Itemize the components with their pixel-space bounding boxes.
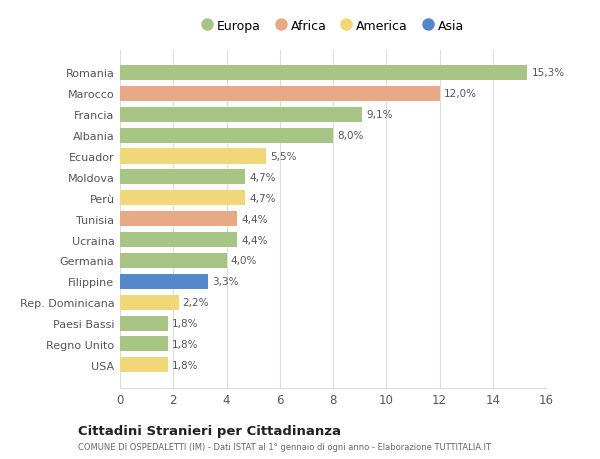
Text: 5,5%: 5,5%: [271, 151, 297, 162]
Text: 15,3%: 15,3%: [532, 68, 565, 78]
Text: 4,7%: 4,7%: [249, 173, 275, 183]
Bar: [120, 253, 227, 269]
Text: 2,2%: 2,2%: [182, 297, 209, 308]
Bar: [120, 274, 208, 289]
Bar: [120, 191, 245, 206]
Bar: [120, 129, 333, 143]
Text: 4,7%: 4,7%: [249, 193, 275, 203]
Bar: [120, 212, 237, 227]
Bar: [120, 66, 527, 81]
Text: 1,8%: 1,8%: [172, 339, 199, 349]
Bar: [120, 316, 168, 331]
Text: 12,0%: 12,0%: [443, 89, 476, 99]
Text: 4,4%: 4,4%: [241, 235, 268, 245]
Text: 1,8%: 1,8%: [172, 360, 199, 370]
Text: 4,0%: 4,0%: [230, 256, 257, 266]
Legend: Europa, Africa, America, Asia: Europa, Africa, America, Asia: [202, 20, 464, 33]
Text: 9,1%: 9,1%: [366, 110, 393, 120]
Bar: [120, 107, 362, 123]
Text: 8,0%: 8,0%: [337, 131, 364, 141]
Bar: [120, 149, 266, 164]
Text: 3,3%: 3,3%: [212, 277, 238, 287]
Bar: [120, 233, 237, 247]
Bar: [120, 170, 245, 185]
Text: 1,8%: 1,8%: [172, 319, 199, 328]
Text: Cittadini Stranieri per Cittadinanza: Cittadini Stranieri per Cittadinanza: [78, 424, 341, 437]
Bar: [120, 87, 439, 101]
Text: 4,4%: 4,4%: [241, 214, 268, 224]
Text: COMUNE DI OSPEDALETTI (IM) - Dati ISTAT al 1° gennaio di ogni anno - Elaborazion: COMUNE DI OSPEDALETTI (IM) - Dati ISTAT …: [78, 442, 491, 451]
Bar: [120, 337, 168, 352]
Bar: [120, 358, 168, 373]
Bar: [120, 295, 179, 310]
